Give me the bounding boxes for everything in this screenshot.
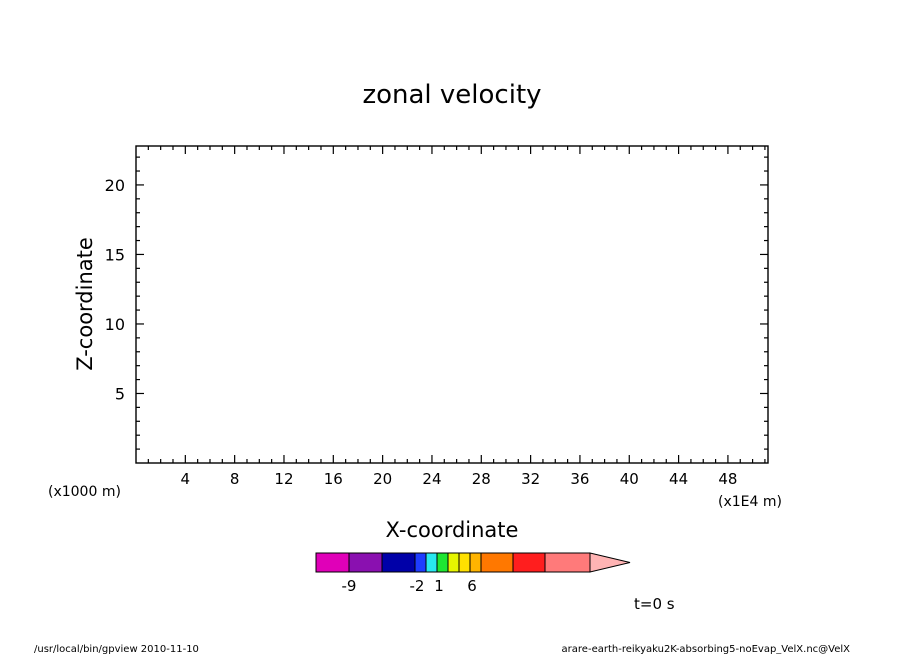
x-tick-labels: 4 8 12 16 20 24 28 32 36 40 44 48: [181, 470, 738, 488]
colorbar-swatch: [436, 552, 449, 573]
x-axis-ticks: [147, 146, 766, 463]
colorbar-swatch: [348, 552, 383, 573]
colorbar-label: -2: [410, 577, 425, 595]
colorbar-swatch: [469, 552, 482, 573]
chart-title: zonal velocity: [362, 80, 541, 110]
x-tick-label: 4: [181, 470, 191, 488]
plot-frame: [135, 145, 769, 464]
colorbar: [315, 552, 631, 573]
y-scale-note: (x1000 m): [48, 484, 121, 500]
colorbar-arrow: [589, 552, 631, 573]
time-label: t=0 s: [634, 595, 675, 613]
colorbar-swatch: [381, 552, 416, 573]
x-tick-label: 40: [620, 470, 639, 488]
x-tick-label: 28: [472, 470, 491, 488]
colorbar-swatch: [315, 552, 350, 573]
x-tick-label: 24: [422, 470, 441, 488]
x-tick-label: 44: [669, 470, 688, 488]
colorbar-swatch: [447, 552, 460, 573]
y-tick-labels: 5 10 15 20: [105, 176, 125, 404]
x-tick-label: 32: [521, 470, 540, 488]
x-tick-label: 16: [324, 470, 343, 488]
colorbar-swatch: [458, 552, 471, 573]
colorbar-label: -9: [342, 577, 357, 595]
y-tick-label: 5: [115, 384, 125, 403]
x-tick-label: 20: [373, 470, 392, 488]
colorbar-label: 1: [434, 577, 444, 595]
footer-left: /usr/local/bin/gpview 2010-11-10: [34, 644, 199, 654]
colorbar-swatch: [512, 552, 546, 573]
y-tick-label: 20: [105, 176, 125, 195]
colorbar-swatch: [480, 552, 514, 573]
x-axis-label: X-coordinate: [386, 518, 519, 542]
colorbar-swatch: [425, 552, 438, 573]
x-tick-label: 12: [274, 470, 293, 488]
y-tick-label: 15: [105, 245, 125, 264]
colorbar-swatch: [544, 552, 591, 573]
y-tick-label: 10: [105, 315, 125, 334]
colorbar-labels: -9 -2 1 6: [342, 577, 477, 595]
colorbar-swatch: [414, 552, 427, 573]
colorbar-label: 6: [467, 577, 477, 595]
footer-right: arare-earth-reikyaku2K-absorbing5-noEvap…: [562, 644, 851, 654]
y-axis-label: Z-coordinate: [73, 237, 97, 371]
y-axis-ticks: [136, 156, 768, 450]
x-tick-label: 36: [570, 470, 589, 488]
x-tick-label: 8: [230, 470, 240, 488]
x-scale-note: (x1E4 m): [718, 494, 782, 510]
x-tick-label: 48: [718, 470, 737, 488]
